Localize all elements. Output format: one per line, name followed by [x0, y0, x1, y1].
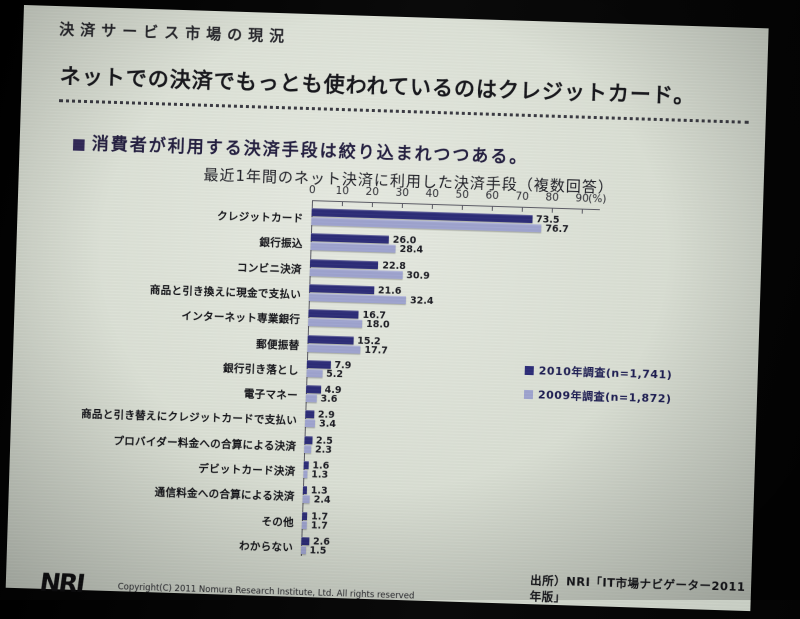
bar-2009 — [309, 267, 403, 279]
bar-2010 — [301, 536, 310, 546]
bar-2010 — [306, 359, 331, 369]
bar-2009 — [300, 545, 306, 555]
category-label: コンビニ決済 — [236, 261, 303, 276]
legend-swatch — [523, 389, 534, 399]
x-tick-label: 0 — [308, 184, 316, 197]
value-label-2009: 1.7 — [310, 519, 328, 532]
bar-2009 — [304, 419, 316, 428]
category-label: 通信料金への合算による決済 — [154, 486, 295, 504]
value-label-2009: 3.4 — [318, 418, 337, 431]
value-label-2009: 2.4 — [313, 494, 331, 507]
legend-item: 2009年調査(n=1,872) — [523, 386, 672, 407]
bar-2009 — [310, 242, 396, 254]
value-label-2009: 2.3 — [314, 444, 333, 456]
bar-2010 — [305, 385, 321, 394]
bar-2009 — [308, 292, 407, 305]
x-tick-label: 30 — [395, 186, 410, 200]
bar-chart: (%) 0 10 20 30 40 50 60 70 80 90 クレジットカード 73.5 76.7 銀… — [6, 5, 769, 611]
bar-2010 — [308, 309, 359, 319]
value-label-2009: 1.3 — [311, 469, 329, 481]
bar-2009 — [308, 318, 363, 328]
x-tick-mark — [521, 207, 523, 212]
x-tick-mark — [401, 203, 403, 208]
bar-2010 — [304, 435, 313, 444]
value-label-2009: 30.9 — [406, 269, 431, 282]
value-label-2009: 1.5 — [309, 545, 327, 557]
x-tick-label: 90 — [575, 192, 590, 205]
x-tick-mark — [431, 204, 433, 209]
category-label: その他 — [261, 515, 295, 529]
value-label-2009: 32.4 — [409, 295, 434, 307]
source-text: 出所）NRI「IT市場ナビゲーター2011年版」 — [529, 573, 746, 605]
x-tick-label: 10 — [335, 184, 350, 198]
bar-2010 — [303, 461, 309, 470]
x-tick-mark — [341, 202, 343, 207]
bar-2009 — [305, 394, 317, 403]
category-label: 郵便振替 — [256, 337, 300, 352]
category-label: プロバイダー料金への合算による決済 — [113, 434, 297, 453]
bar-2010 — [307, 334, 354, 345]
x-tick-mark — [371, 203, 373, 208]
nri-logo: NRI — [37, 567, 86, 599]
category-label: 電子マネー — [243, 388, 299, 402]
bar-2010 — [302, 486, 307, 495]
x-tick-mark — [551, 208, 553, 213]
category-label: クレジットカード — [216, 210, 304, 225]
x-tick-mark — [461, 205, 463, 210]
x-tick-label: 20 — [365, 185, 380, 199]
x-tick-mark — [311, 201, 313, 206]
x-tick-label: 40 — [425, 187, 440, 201]
bar-2010 — [305, 410, 315, 419]
value-label-2009: 17.7 — [364, 344, 389, 357]
category-label: 銀行引き落とし — [222, 362, 299, 377]
category-label: 商品と引き替えにクレジットカードで支払い — [80, 408, 298, 428]
category-label: インターネット専業銀行 — [181, 310, 301, 327]
legend-swatch — [524, 365, 534, 375]
chart-legend: 2010年調査(n=1,741) 2009年調査(n=1,872) — [523, 362, 673, 415]
category-label: 銀行振込 — [259, 236, 303, 251]
axis-unit-label: (%) — [588, 192, 607, 206]
x-tick-label: 50 — [455, 188, 470, 202]
bar-2009 — [304, 444, 312, 453]
x-tick-mark — [581, 209, 583, 214]
x-tick-label: 70 — [515, 190, 530, 203]
category-label: デビットカード決済 — [198, 462, 296, 478]
x-tick-label: 80 — [545, 191, 560, 204]
value-label-2009: 76.7 — [545, 223, 569, 236]
legend-item: 2010年調査(n=1,741) — [524, 362, 673, 383]
value-label-2009: 3.6 — [320, 393, 338, 406]
category-label: わからない — [238, 539, 294, 554]
category-label: 商品と引き換えに現金で支払い — [149, 283, 302, 301]
slide: 決済サービス市場の現況 ネットでの決済でもっとも使われているのはクレジットカード… — [5, 5, 769, 612]
legend-label: 2010年調査(n=1,741) — [538, 364, 673, 382]
x-tick-mark — [491, 206, 493, 211]
bar-2010 — [301, 511, 308, 520]
bar-2009 — [301, 520, 308, 529]
bar-2009 — [306, 368, 323, 378]
bar-2009 — [307, 343, 361, 354]
bar-2009 — [303, 470, 308, 479]
bar-2009 — [302, 495, 310, 504]
value-label-2009: 18.0 — [365, 319, 390, 331]
value-label-2009: 28.4 — [399, 244, 424, 256]
legend-label: 2009年調査(n=1,872) — [537, 388, 672, 406]
value-label-2009: 5.2 — [325, 368, 344, 380]
x-tick-label: 60 — [485, 189, 500, 203]
